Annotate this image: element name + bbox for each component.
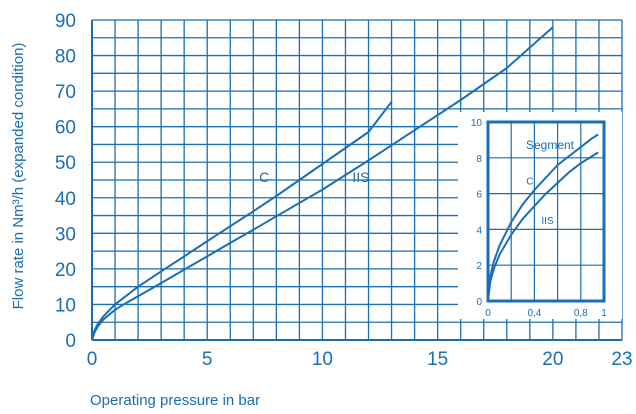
y-tick-label: 60 [55, 118, 76, 139]
inset-y-tick-label: 8 [476, 154, 482, 165]
y-axis-label: Flow rate in Nm³/h (expanded condition) [10, 43, 27, 310]
y-tick-label: 40 [55, 189, 76, 210]
y-tick-label: 30 [55, 224, 76, 245]
x-axis-label: Operating pressure in bar [90, 392, 260, 409]
y-tick-label: 0 [65, 331, 76, 352]
inset-series-line-iis [487, 151, 599, 302]
inset-y-tick-label: 4 [476, 225, 482, 236]
inset-x-tick-label: 1 [601, 308, 607, 319]
y-tick-label: 20 [55, 260, 76, 281]
y-tick-label: 50 [55, 153, 76, 174]
x-tick-label: 5 [202, 349, 213, 370]
inset-y-tick-label: 6 [476, 190, 482, 201]
main-series [91, 26, 554, 341]
inset-series-labels: C IIS [526, 177, 554, 227]
y-tick-label: 10 [55, 295, 76, 316]
y-tick-label: 70 [55, 82, 76, 103]
inset-x-tick-label: 0 [485, 308, 491, 319]
inset-series [487, 133, 599, 302]
series-line-iis [91, 26, 554, 341]
inset-title: Segment [526, 138, 575, 152]
inset-x-tick-label: 0,4 [527, 308, 541, 319]
inset-series-label-iis: IIS [541, 216, 554, 227]
x-tick-label: 20 [542, 349, 563, 370]
inset-y-tick-label: 10 [471, 118, 483, 129]
series-line-c [91, 101, 393, 341]
x-tick-label: 0 [87, 349, 98, 370]
main-series-labels: C IIS [259, 169, 369, 185]
inset-y-tick-label: 0 [476, 297, 482, 308]
inset-y-tick-label: 2 [476, 261, 482, 272]
x-tick-label: 23 [611, 349, 632, 370]
series-label-iis: IIS [352, 169, 369, 185]
y-tick-label: 80 [55, 47, 76, 68]
inset-x-tick-label: 0,8 [574, 308, 588, 319]
series-label-c: C [259, 169, 269, 185]
inset-series-label-c: C [526, 177, 533, 188]
y-tick-label: 90 [55, 11, 76, 32]
inset-frame [486, 120, 606, 303]
x-tick-label: 10 [312, 349, 333, 370]
x-tick-label: 15 [427, 349, 448, 370]
inset-series-line-c [487, 133, 599, 302]
inset-background [458, 112, 622, 319]
